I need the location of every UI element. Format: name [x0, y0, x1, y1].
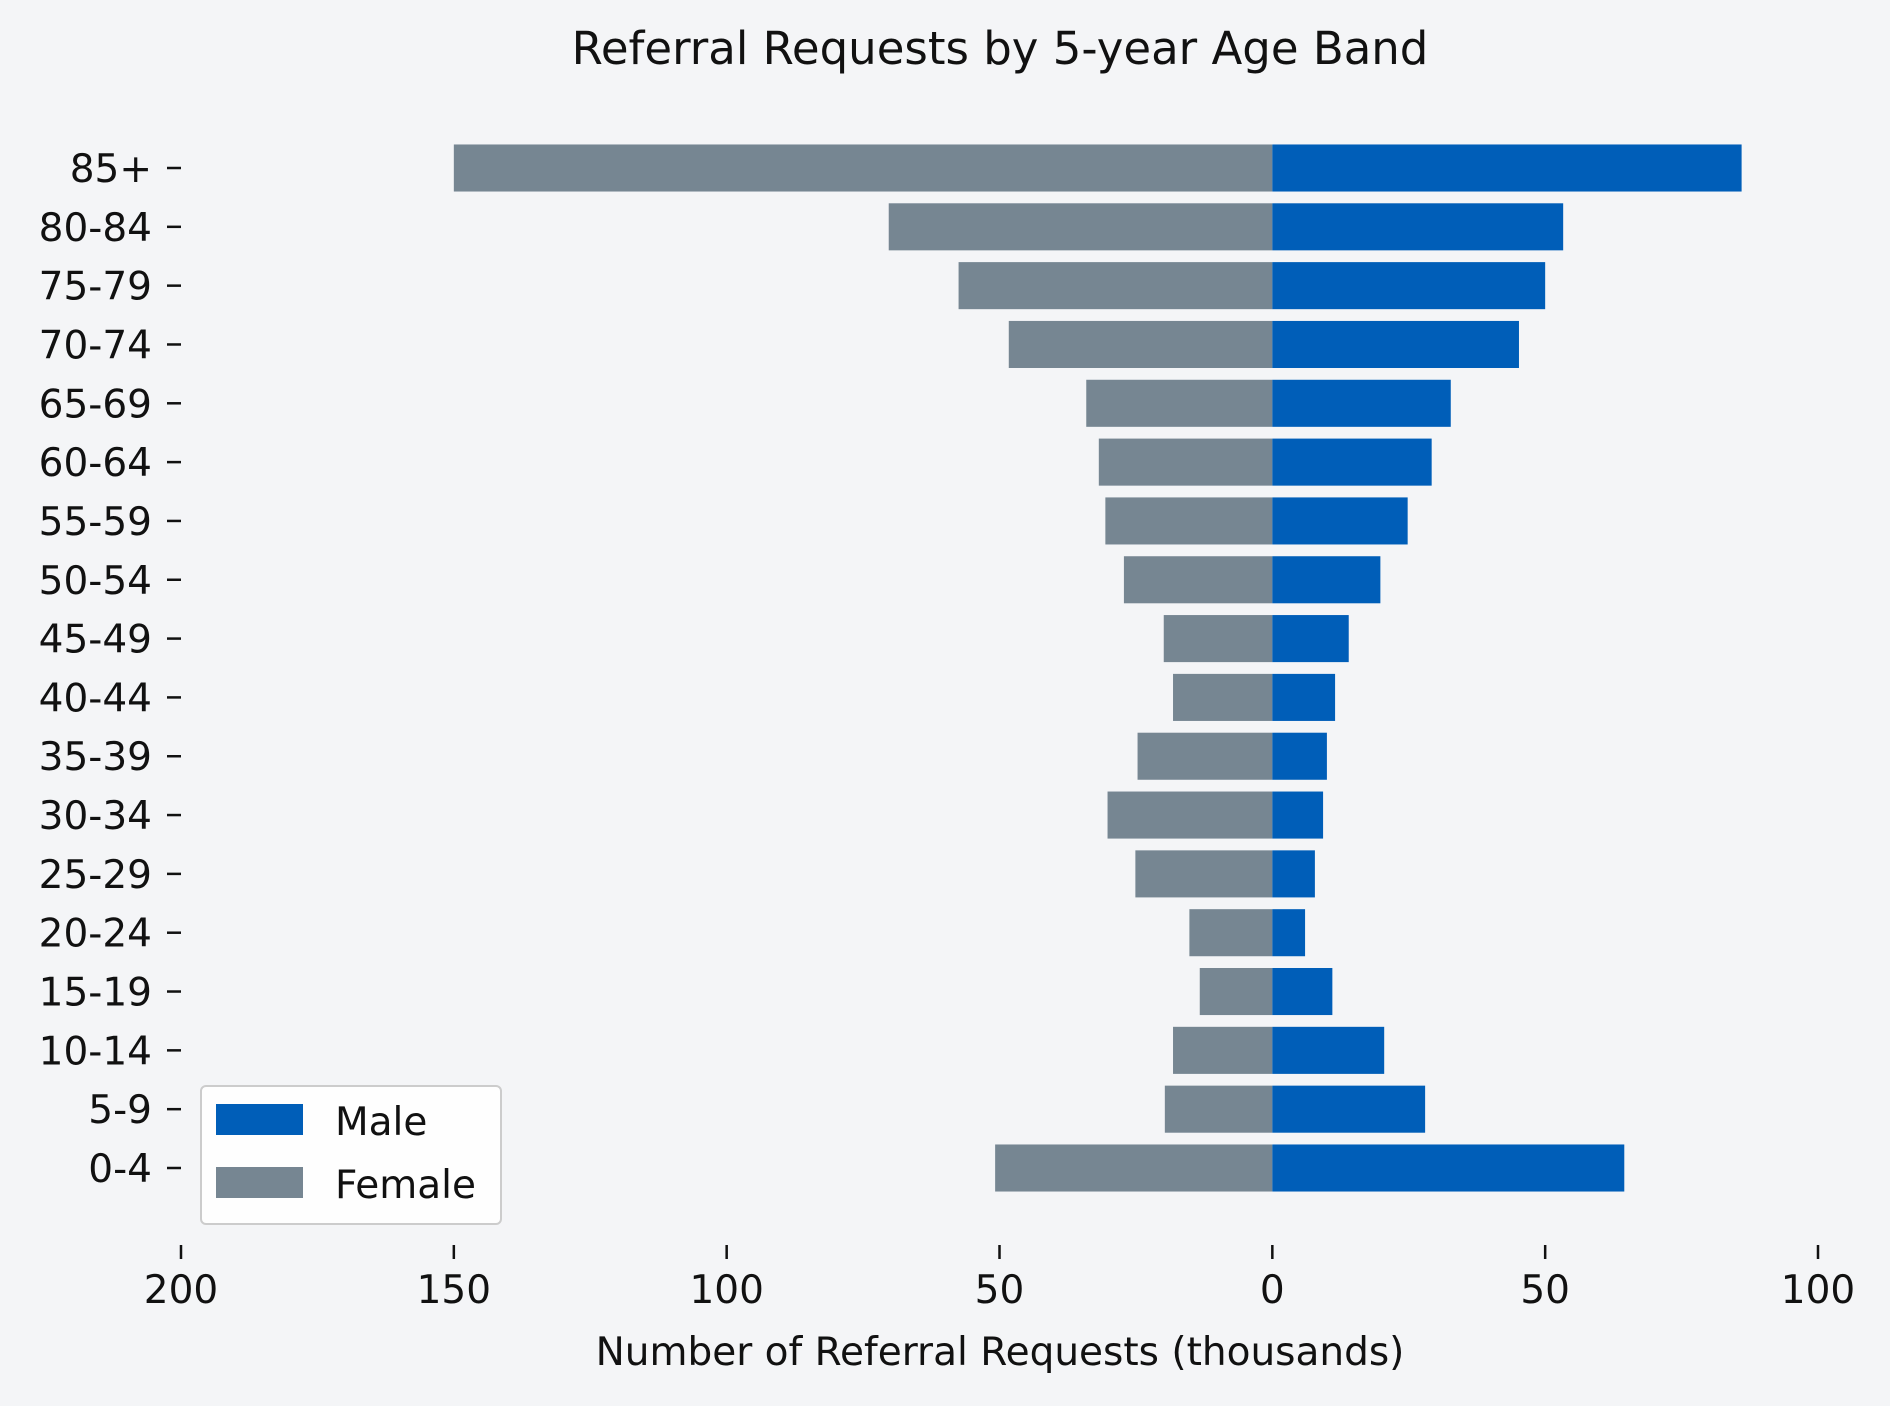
y-tick-label: 25-29 — [39, 853, 152, 898]
chart-title: Referral Requests by 5-year Age Band — [572, 22, 1429, 75]
y-tick-label: 60-64 — [39, 441, 152, 486]
bar-male-35-39 — [1272, 732, 1327, 780]
legend-swatch-male — [216, 1104, 303, 1135]
y-tick-label: 65-69 — [39, 382, 152, 427]
x-tick-label: 50 — [1520, 1268, 1570, 1313]
bar-male-65-69 — [1272, 379, 1451, 427]
bar-male-75-79 — [1272, 262, 1546, 310]
bar-female-0-4 — [995, 1144, 1273, 1192]
y-tick-label: 30-34 — [39, 794, 152, 839]
legend: Male Female — [200, 1085, 502, 1225]
bar-male-10-14 — [1272, 1026, 1385, 1074]
y-tick-label: 20-24 — [39, 912, 152, 957]
bar-female-75-79 — [958, 262, 1273, 310]
x-axis-label: Number of Referral Requests (thousands) — [596, 1330, 1405, 1375]
bar-female-30-34 — [1107, 791, 1273, 839]
bar-male-60-64 — [1272, 438, 1432, 486]
y-tick-label: 5-9 — [88, 1088, 152, 1133]
bar-male-70-74 — [1272, 320, 1519, 368]
bar-male-20-24 — [1272, 909, 1306, 957]
legend-label-female: Female — [335, 1163, 476, 1208]
bar-female-25-29 — [1135, 850, 1273, 898]
bar-female-35-39 — [1137, 732, 1273, 780]
bar-female-40-44 — [1173, 673, 1273, 721]
bar-male-25-29 — [1272, 850, 1315, 898]
legend-label-male: Male — [335, 1100, 427, 1145]
bar-male-5-9 — [1272, 1085, 1426, 1133]
bar-female-80-84 — [888, 203, 1273, 251]
bar-female-55-59 — [1105, 497, 1273, 545]
x-tick-label: 50 — [975, 1268, 1025, 1313]
bar-male-30-34 — [1272, 791, 1324, 839]
bar-female-60-64 — [1098, 438, 1273, 486]
bar-female-50-54 — [1123, 556, 1273, 604]
bar-male-0-4 — [1272, 1144, 1625, 1192]
bar-female-10-14 — [1173, 1026, 1273, 1074]
y-tick-label: 75-79 — [39, 265, 152, 310]
bar-female-20-24 — [1189, 909, 1273, 957]
y-tick-label: 35-39 — [39, 735, 152, 780]
x-tick-label: 200 — [144, 1268, 218, 1313]
bar-female-85+ — [453, 144, 1273, 192]
y-tick-label: 45-49 — [39, 618, 152, 663]
x-tick-label: 100 — [689, 1268, 763, 1313]
bar-female-65-69 — [1086, 379, 1273, 427]
bar-female-5-9 — [1164, 1085, 1273, 1133]
bar-male-40-44 — [1272, 673, 1336, 721]
y-tick-label: 55-59 — [39, 500, 152, 545]
x-tick-label: 0 — [1260, 1268, 1285, 1313]
x-axis: 200 150 100 50 0 50 100 — [144, 1245, 1855, 1313]
y-tick-label: 15-19 — [39, 971, 152, 1016]
x-tick-label: 100 — [1781, 1268, 1855, 1313]
y-axis: 0-4 5-9 10-14 15-19 20-24 25-29 30-34 35-39 40-4… — [39, 147, 181, 1192]
y-tick-label: 10-14 — [39, 1029, 152, 1074]
bar-female-70-74 — [1008, 320, 1273, 368]
legend-swatch-female — [216, 1167, 303, 1198]
bar-male-55-59 — [1272, 497, 1408, 545]
bar-female-45-49 — [1163, 615, 1273, 663]
bar-male-80-84 — [1272, 203, 1564, 251]
bar-female-15-19 — [1199, 968, 1273, 1016]
bar-male-15-19 — [1272, 968, 1333, 1016]
bar-male-85+ — [1272, 144, 1742, 192]
y-tick-label: 70-74 — [39, 323, 152, 368]
y-tick-label: 0-4 — [88, 1147, 152, 1192]
y-tick-label: 85+ — [70, 147, 152, 192]
bar-male-45-49 — [1272, 615, 1349, 663]
x-tick-label: 150 — [417, 1268, 491, 1313]
female-series — [453, 144, 1273, 1192]
y-tick-label: 50-54 — [39, 559, 152, 604]
bar-male-50-54 — [1272, 556, 1381, 604]
y-tick-label: 80-84 — [39, 206, 152, 251]
male-series — [1272, 144, 1742, 1192]
y-tick-label: 40-44 — [39, 676, 152, 721]
